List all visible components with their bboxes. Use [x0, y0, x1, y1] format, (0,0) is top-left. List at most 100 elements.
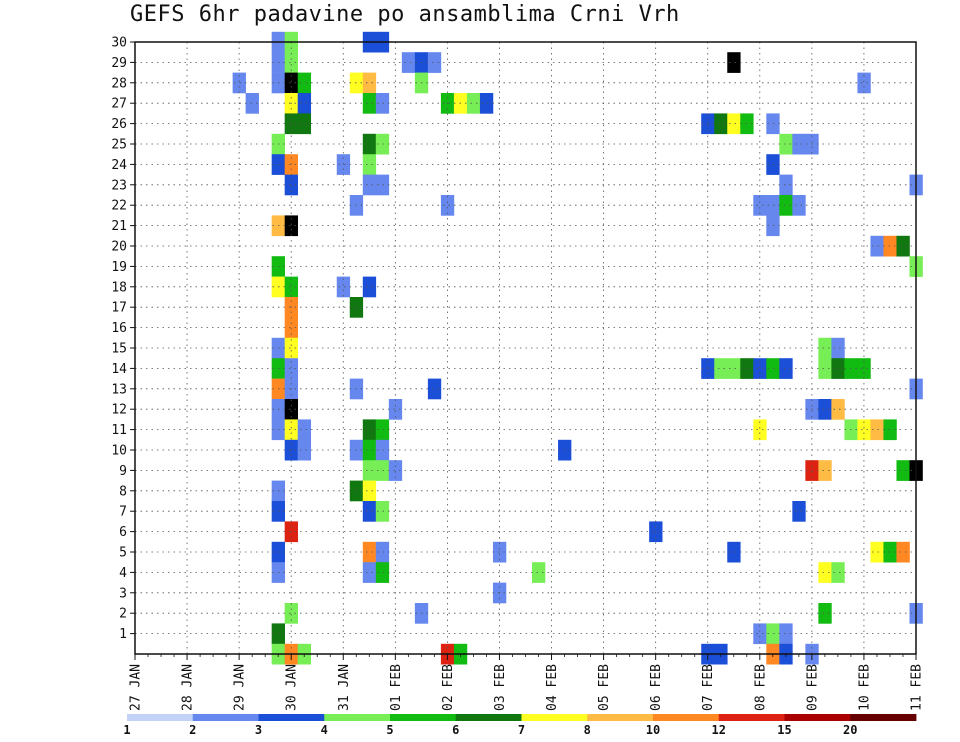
y-tick-label: 9	[119, 464, 127, 479]
heatmap-cell	[388, 399, 403, 420]
heatmap-cell	[831, 562, 845, 583]
heatmap-cell	[284, 603, 299, 624]
y-tick-label: 2	[119, 607, 127, 622]
heatmap-cell	[779, 174, 793, 196]
heatmap-cell	[375, 174, 390, 196]
y-tick-label: 24	[111, 158, 127, 173]
x-tick-label: 08 FEB	[753, 664, 768, 711]
colorbar-swatch	[784, 714, 851, 721]
heatmap-cell	[766, 113, 780, 135]
heatmap-cell	[896, 541, 910, 563]
colorbar-label: 5	[386, 723, 393, 737]
heatmap-cell	[297, 419, 312, 441]
heatmap-cell	[297, 93, 312, 114]
heatmap-cell	[375, 541, 390, 563]
y-tick-label: 19	[111, 260, 127, 275]
y-tick-label: 4	[119, 566, 127, 581]
colorbar-swatch	[850, 714, 917, 721]
colorbar-label: 1	[123, 723, 130, 737]
heatmap-cell	[492, 541, 507, 563]
colorbar-swatch	[521, 714, 588, 721]
heatmap-cell	[896, 460, 910, 481]
heatmap-cell	[779, 358, 793, 379]
colorbar-label: 20	[843, 723, 857, 737]
heatmap-cell	[857, 419, 871, 441]
colorbar-swatch	[324, 714, 391, 721]
heatmap-cell	[362, 72, 377, 94]
y-tick-label: 1	[119, 627, 127, 642]
heatmap-cell	[818, 337, 832, 359]
x-tick-label: 27 JAN	[129, 664, 144, 711]
heatmap-cell	[818, 399, 832, 420]
heatmap-cell	[375, 439, 390, 461]
colorbar-swatch	[587, 714, 654, 721]
heatmap-cell	[375, 93, 390, 114]
heatmap-cell	[375, 562, 390, 583]
cells-layer	[232, 31, 923, 665]
colorbar-swatch	[653, 714, 720, 721]
heatmap-cell	[336, 154, 351, 175]
colorbar-swatch	[258, 714, 325, 721]
y-tick-label: 8	[119, 484, 127, 499]
y-tick-label: 20	[111, 240, 127, 255]
heatmap-cell	[427, 378, 442, 400]
heatmap-cell	[727, 52, 741, 73]
heatmap-cell	[362, 276, 377, 298]
heatmap-cell	[753, 358, 767, 379]
heatmap-cell	[753, 195, 767, 216]
grid-layer	[135, 42, 916, 654]
heatmap-cell	[727, 541, 741, 563]
colorbar-label: 2	[189, 723, 196, 737]
x-tick-label: 31 JAN	[337, 664, 352, 711]
x-tick-label: 30 JAN	[285, 664, 300, 711]
heatmap-cell	[362, 480, 377, 502]
heatmap-cell	[362, 93, 377, 114]
heatmap-cell	[883, 541, 897, 563]
heatmap-cell	[818, 603, 832, 624]
heatmap-cell	[818, 460, 832, 481]
heatmap-cell	[883, 419, 897, 441]
heatmap-cell	[792, 501, 806, 522]
y-tick-label: 10	[111, 444, 127, 459]
heatmap-cell	[779, 623, 793, 645]
colorbar: 1 2 3 4 5 6 7 8 10 12 15 20	[123, 714, 917, 737]
x-tick-label: 11 FEB	[910, 664, 925, 711]
y-tick-label: 5	[119, 546, 127, 561]
y-axis: 1234567891011121314151617181920212223242…	[111, 36, 135, 642]
colorbar-swatch	[390, 714, 457, 721]
heatmap-cell	[336, 276, 351, 298]
heatmap-cell	[532, 562, 546, 583]
heatmap-cell	[375, 501, 390, 522]
y-tick-label: 6	[119, 525, 127, 540]
y-tick-label: 14	[111, 362, 127, 377]
x-tick-label: 29 JAN	[233, 664, 248, 711]
heatmap-cell	[753, 419, 767, 441]
heatmap-cell	[245, 93, 259, 114]
x-tick-label: 01 FEB	[389, 664, 404, 711]
x-tick-label: 04 FEB	[545, 664, 560, 711]
y-tick-label: 25	[111, 138, 127, 153]
y-tick-label: 18	[111, 280, 127, 295]
heatmap-cell	[284, 419, 299, 441]
heatmap-cell	[440, 195, 455, 216]
heatmap-cell	[753, 623, 767, 645]
heatmap-cell	[727, 113, 741, 135]
heatmap-cell	[831, 358, 845, 379]
heatmap-cell	[792, 133, 806, 155]
y-tick-label: 21	[111, 219, 127, 234]
heatmap-cell	[284, 399, 299, 420]
heatmap-cell	[818, 358, 832, 379]
heatmap-cell	[727, 358, 741, 379]
heatmap-cell	[284, 154, 299, 175]
heatmap-cell	[284, 215, 299, 237]
heatmap-cell	[232, 72, 246, 94]
x-tick-label: 05 FEB	[597, 664, 612, 711]
heatmap-cell	[297, 113, 312, 135]
heatmap-cell	[766, 358, 780, 379]
heatmap-cell	[831, 337, 845, 359]
heatmap-cell	[284, 337, 299, 359]
y-tick-label: 22	[111, 199, 127, 214]
y-tick-label: 27	[111, 97, 127, 112]
heatmap-cell	[779, 133, 793, 155]
heatmap-cell	[375, 419, 390, 441]
